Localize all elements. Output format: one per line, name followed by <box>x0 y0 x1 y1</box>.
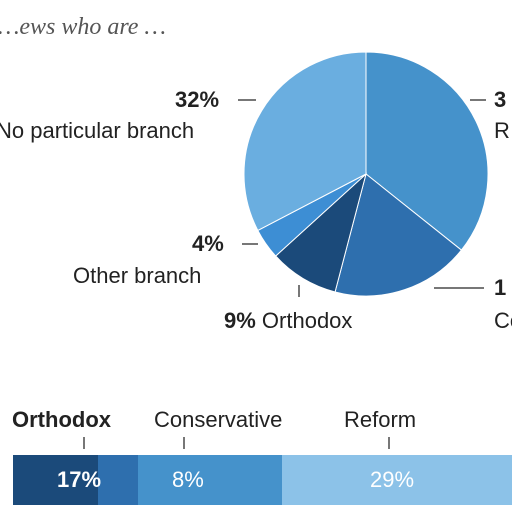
bar-segment-conservative <box>97 455 138 505</box>
bar-tick-orthodox <box>83 437 85 449</box>
label-no-branch-pct: 32% <box>175 89 219 111</box>
label-reform-pct: 3 <box>494 89 506 111</box>
label-other-pct: 4% <box>192 233 224 255</box>
no-branch-leader <box>238 99 256 101</box>
bar-header-reform: Reform <box>344 407 417 432</box>
reform-pct: 3 <box>494 87 507 112</box>
reform-name: R <box>494 118 510 143</box>
bar-tick-reform <box>388 437 390 449</box>
label-conservative-pct: 1 <box>494 277 506 299</box>
pie-slice-reform <box>365 51 489 251</box>
bar-tick-conservative <box>183 437 185 449</box>
other-pct: 4% <box>192 231 224 256</box>
bar-header-orthodox: Orthodox <box>12 407 111 432</box>
chart-subtitle: …ews who are … <box>0 14 166 40</box>
other-leader <box>242 243 258 245</box>
no-branch-name: No particular branch <box>0 118 195 143</box>
orthodox-name: Orthodox <box>261 308 353 333</box>
no-branch-pct: 32% <box>175 87 220 112</box>
pie-slice-conservative <box>334 173 463 297</box>
bar-value-orthodox: 17% <box>57 467 102 492</box>
orthodox-pct: 9% <box>224 308 256 333</box>
bar-value-reform: 29% <box>370 467 415 492</box>
orthodox-leader <box>298 285 300 297</box>
conservative-name: Co <box>494 308 512 333</box>
conservative-leader <box>434 287 484 289</box>
label-orthodox: 9% Orthodox <box>224 310 352 332</box>
reform-leader <box>470 99 486 101</box>
pie-slice-no-particular-branch <box>243 51 367 232</box>
other-name: Other branch <box>73 263 202 288</box>
bar-header-conservative: Conservative <box>154 407 283 432</box>
bar-segment-other <box>282 455 512 505</box>
conservative-pct: 1 <box>494 275 507 300</box>
bar-segment-reform <box>137 455 283 505</box>
bar-value-conservative: 8% <box>172 467 204 492</box>
bar-segment-orthodox <box>13 455 98 505</box>
